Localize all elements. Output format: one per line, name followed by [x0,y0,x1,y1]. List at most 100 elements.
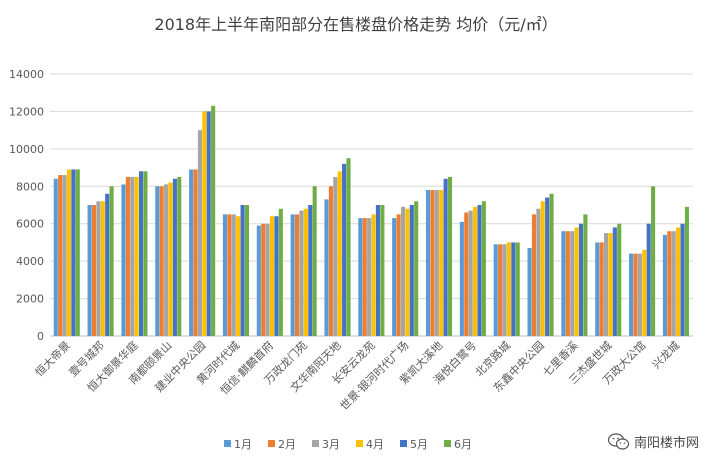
y-axis-ticks: 0 2000 4000 6000 8000 10000 12000 14000 [9,68,44,343]
bar [595,242,600,336]
bar [308,205,313,336]
bar [570,231,575,336]
chart-title: 2018年上半年南阳部分在售楼盘价格走势 均价（元/㎡） [154,15,557,34]
y-tick-label: 14000 [9,68,44,81]
bar [202,111,207,336]
bar [642,249,647,336]
bar [671,231,676,336]
bar [265,223,270,336]
bar [493,244,498,336]
bar [58,175,63,336]
bar [414,201,419,336]
x-tick-label: 恒大帝景 [32,338,73,379]
legend-label: 5月 [410,438,428,451]
bar [358,218,363,336]
bar [121,184,126,336]
bar [565,231,570,336]
bar [430,190,435,336]
x-tick-label: 兴龙城 [650,339,683,372]
bar [75,169,80,336]
bar [299,210,304,336]
watermark-text: 南阳楼市网 [633,436,699,451]
bar [62,175,67,336]
y-tick-label: 4000 [16,255,44,268]
bar [473,206,478,336]
bar [612,227,617,336]
y-tick-label: 12000 [9,105,44,118]
bar [211,105,216,336]
bar [206,111,211,336]
bar [231,214,236,336]
bar [244,205,250,336]
bar [459,221,464,336]
bar [91,205,97,336]
bar [134,176,139,336]
bar [515,242,520,336]
bar [324,199,329,336]
legend: 1月 2月 3月 4月 5月 6月 [224,438,472,451]
bar [290,214,295,336]
bar [371,214,376,336]
wechat-icon [607,432,630,450]
bar [71,169,76,336]
bar [662,234,667,336]
bar [109,186,114,336]
bar [155,186,160,336]
bar [545,197,550,336]
bar [447,176,453,336]
bar [87,205,92,336]
legend-label: 1月 [234,438,252,451]
bar [193,169,198,336]
bar [328,186,333,336]
bar [105,193,110,336]
bar [617,223,622,336]
bar [189,169,194,336]
bar [578,223,584,336]
bar [680,223,685,336]
legend-swatch [400,440,407,447]
bar [434,190,439,336]
bar [337,171,342,336]
bar [125,176,130,336]
bar [684,206,689,336]
bar [481,201,486,336]
bar [100,201,105,336]
bar [53,178,58,336]
bar [637,253,642,336]
bar [274,216,279,336]
bar [303,208,308,336]
bar [222,214,228,336]
legend-label: 4月 [366,438,384,451]
bar [676,227,681,336]
bar [159,186,164,336]
legend-swatch [444,440,451,447]
bar [506,242,511,336]
bar [367,218,372,336]
bar [269,216,275,336]
bar [633,253,638,336]
bar [261,223,266,336]
bar [240,205,245,336]
bar [477,205,482,336]
legend-label: 6月 [454,438,472,451]
legend-label: 3月 [322,438,340,451]
bar [66,169,72,336]
bar [536,208,541,336]
bar [143,171,148,336]
bar [227,214,232,336]
bar [608,233,613,336]
bar [549,193,554,336]
bar [464,212,469,336]
bar [380,205,385,336]
bar [236,216,241,336]
bar [96,201,101,336]
bar [375,205,380,336]
bars [53,105,689,336]
bar [540,201,545,336]
bar [278,208,283,336]
bar [561,231,566,336]
bar [130,176,135,336]
legend-swatch [356,440,363,447]
y-tick-label: 10000 [9,143,44,156]
